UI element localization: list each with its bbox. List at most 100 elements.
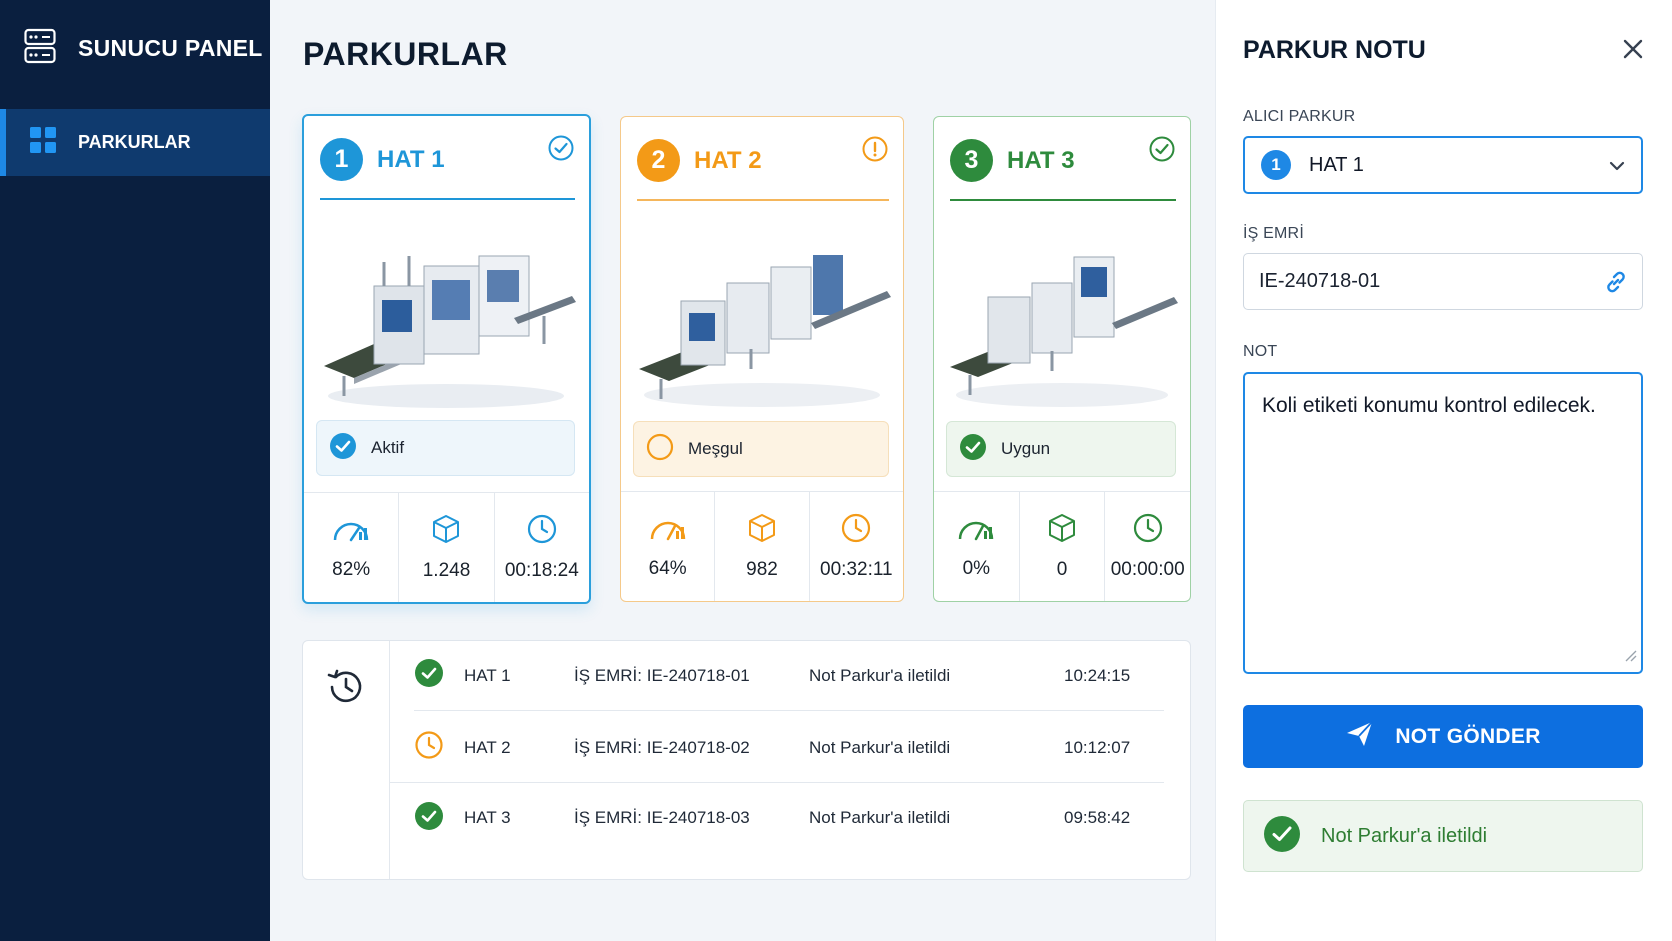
line-stats: 0% 0 00:00:00 — [934, 491, 1190, 601]
box-icon — [430, 513, 462, 550]
stat-count: 982 — [715, 492, 810, 601]
stat-speed: 0% — [934, 492, 1020, 601]
stat-time: 00:32:11 — [810, 492, 903, 601]
note-label: NOT — [1243, 343, 1278, 360]
order-value: IE-240718-01 — [1259, 270, 1381, 292]
recipient-value: HAT 1 — [1309, 153, 1364, 176]
line-card-1[interactable]: 1 HAT 1 — [302, 114, 591, 604]
chevron-down-icon — [1607, 156, 1627, 181]
panel-title: PARKUR NOTU — [1243, 36, 1426, 64]
line-card-3[interactable]: 3 HAT 3 Uygun — [933, 116, 1191, 602]
note-value: Koli etiketi konumu kontrol edilecek. — [1262, 394, 1596, 417]
check-filled-icon — [329, 432, 357, 465]
history-row: HAT 1 İŞ EMRİ: IE-240718-01 Not Parkur'a… — [414, 641, 1164, 711]
box-icon — [1046, 512, 1078, 549]
line-name: HAT 2 — [694, 146, 762, 174]
clock-icon — [1132, 512, 1164, 549]
stat-count-value: 982 — [746, 559, 778, 580]
main-content: PARKURLAR 1 HAT 1 — [270, 0, 1215, 941]
status-text: Uygun — [1001, 439, 1051, 458]
stat-time-value: 00:32:11 — [820, 559, 893, 580]
check-filled-icon — [1263, 815, 1301, 858]
stat-speed-value: 82% — [332, 559, 371, 580]
order-input[interactable]: IE-240718-01 — [1243, 253, 1643, 310]
server-icon — [24, 28, 56, 69]
gauge-icon — [956, 513, 996, 548]
recipient-label: ALICI PARKUR — [1243, 108, 1356, 125]
history-message: Not Parkur'a iletildi — [809, 737, 951, 757]
note-textarea[interactable]: Koli etiketi konumu kontrol edilecek. — [1243, 372, 1643, 674]
close-icon[interactable] — [1618, 34, 1648, 64]
history-order: İŞ EMRİ: IE-240718-03 — [574, 808, 750, 827]
alert-circle-icon — [861, 135, 889, 168]
grid-icon — [30, 127, 56, 158]
clock-icon — [414, 730, 450, 765]
history-line: HAT 2 — [464, 737, 511, 757]
machine-image — [314, 226, 579, 416]
machine-image — [944, 227, 1180, 417]
link-icon[interactable] — [1602, 268, 1630, 302]
line-number-badge: 1 — [320, 138, 363, 181]
line-number-badge: 3 — [950, 139, 993, 182]
stat-time: 00:00:00 — [1105, 492, 1190, 601]
status-badge: Uygun — [946, 421, 1176, 477]
clock-icon — [840, 512, 872, 549]
stat-time-value: 00:18:24 — [504, 560, 579, 581]
sidebar: SUNUCU PANEL PARKURLAR — [0, 0, 270, 941]
check-circle-icon — [547, 134, 575, 167]
brand: SUNUCU PANEL — [24, 28, 263, 69]
circle-outline-icon — [646, 433, 674, 466]
stat-time: 00:18:24 — [495, 493, 589, 602]
history-line: HAT 1 — [464, 665, 511, 685]
sidebar-item-label: PARKURLAR — [78, 132, 191, 152]
history-time: 09:58:42 — [1064, 808, 1131, 827]
history-order: İŞ EMRİ: IE-240718-02 — [574, 737, 750, 757]
line-number-badge: 2 — [637, 139, 680, 182]
history-time: 10:24:15 — [1064, 665, 1131, 685]
sidebar-item-parkurlar[interactable]: PARKURLAR — [0, 109, 270, 176]
card-header: 2 HAT 2 — [637, 139, 762, 182]
note-panel: PARKUR NOTU ALICI PARKUR 1 HAT 1 İŞ EMRİ… — [1215, 0, 1672, 941]
brand-title: SUNUCU PANEL — [78, 35, 263, 61]
card-divider — [950, 199, 1176, 201]
stat-count-value: 1.248 — [422, 560, 471, 581]
line-card-2[interactable]: 2 HAT 2 Meşgul — [620, 116, 904, 602]
stat-speed-value: 0% — [962, 558, 991, 579]
send-note-button[interactable]: NOT GÖNDER — [1243, 705, 1643, 768]
history-row: HAT 3 İŞ EMRİ: IE-240718-03 Not Parkur'a… — [390, 783, 1164, 853]
card-header: 1 HAT 1 — [320, 138, 445, 181]
resize-grip-icon[interactable] — [1623, 644, 1637, 668]
stat-count: 0 — [1020, 492, 1106, 601]
toast-text: Not Parkur'a iletildi — [1321, 824, 1488, 847]
history-message: Not Parkur'a iletildi — [809, 808, 951, 827]
order-label: İŞ EMRİ — [1243, 225, 1304, 242]
check-filled-icon — [414, 801, 450, 836]
recipient-select[interactable]: 1 HAT 1 — [1243, 136, 1643, 194]
send-note-label: NOT GÖNDER — [1395, 724, 1541, 748]
stat-time-value: 00:00:00 — [1110, 559, 1185, 580]
gauge-icon — [648, 513, 688, 548]
stat-count-value: 0 — [1056, 559, 1068, 580]
clock-icon — [526, 513, 558, 550]
card-divider — [637, 199, 889, 201]
success-toast: Not Parkur'a iletildi — [1243, 800, 1643, 872]
history-icon-column — [303, 641, 390, 879]
history-log: HAT 1 İŞ EMRİ: IE-240718-01 Not Parkur'a… — [302, 640, 1191, 880]
gauge-icon — [331, 514, 371, 549]
check-filled-icon — [959, 433, 987, 466]
history-order: İŞ EMRİ: IE-240718-01 — [574, 665, 750, 685]
send-icon — [1345, 720, 1375, 753]
status-text: Aktif — [371, 438, 405, 457]
status-text: Meşgul — [688, 439, 743, 458]
status-badge: Aktif — [316, 420, 575, 476]
line-stats: 82% 1.248 00:18:24 — [304, 492, 589, 602]
check-circle-icon — [1148, 135, 1176, 168]
history-icon — [323, 665, 367, 714]
history-message: Not Parkur'a iletildi — [809, 665, 951, 685]
card-divider — [320, 198, 575, 200]
stat-speed-value: 64% — [648, 558, 687, 579]
card-header: 3 HAT 3 — [950, 139, 1075, 182]
line-name: HAT 3 — [1007, 146, 1075, 174]
status-badge: Meşgul — [633, 421, 889, 477]
stat-speed: 82% — [304, 493, 400, 602]
